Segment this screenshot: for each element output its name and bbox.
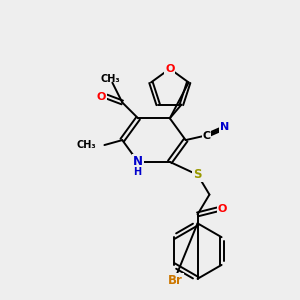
Text: N: N bbox=[133, 155, 143, 168]
Text: S: S bbox=[193, 168, 202, 181]
Text: H: H bbox=[133, 167, 141, 177]
Text: N: N bbox=[220, 122, 229, 132]
Text: CH₃: CH₃ bbox=[100, 74, 120, 84]
Text: O: O bbox=[97, 92, 106, 101]
Text: C: C bbox=[202, 131, 211, 141]
Text: O: O bbox=[218, 204, 227, 214]
Text: CH₃: CH₃ bbox=[77, 140, 97, 150]
Text: Br: Br bbox=[168, 274, 183, 287]
Text: O: O bbox=[165, 64, 175, 74]
